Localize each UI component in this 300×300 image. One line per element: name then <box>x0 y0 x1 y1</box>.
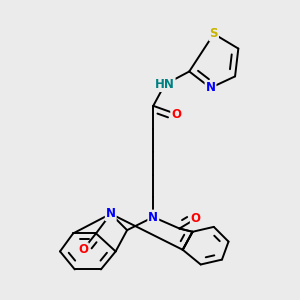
Text: N: N <box>148 211 158 224</box>
Text: S: S <box>209 27 218 40</box>
Text: O: O <box>191 212 201 225</box>
Text: O: O <box>78 243 88 256</box>
Text: O: O <box>171 107 181 121</box>
Text: N: N <box>106 207 116 220</box>
Text: HN: HN <box>155 78 175 91</box>
Text: N: N <box>206 81 215 94</box>
